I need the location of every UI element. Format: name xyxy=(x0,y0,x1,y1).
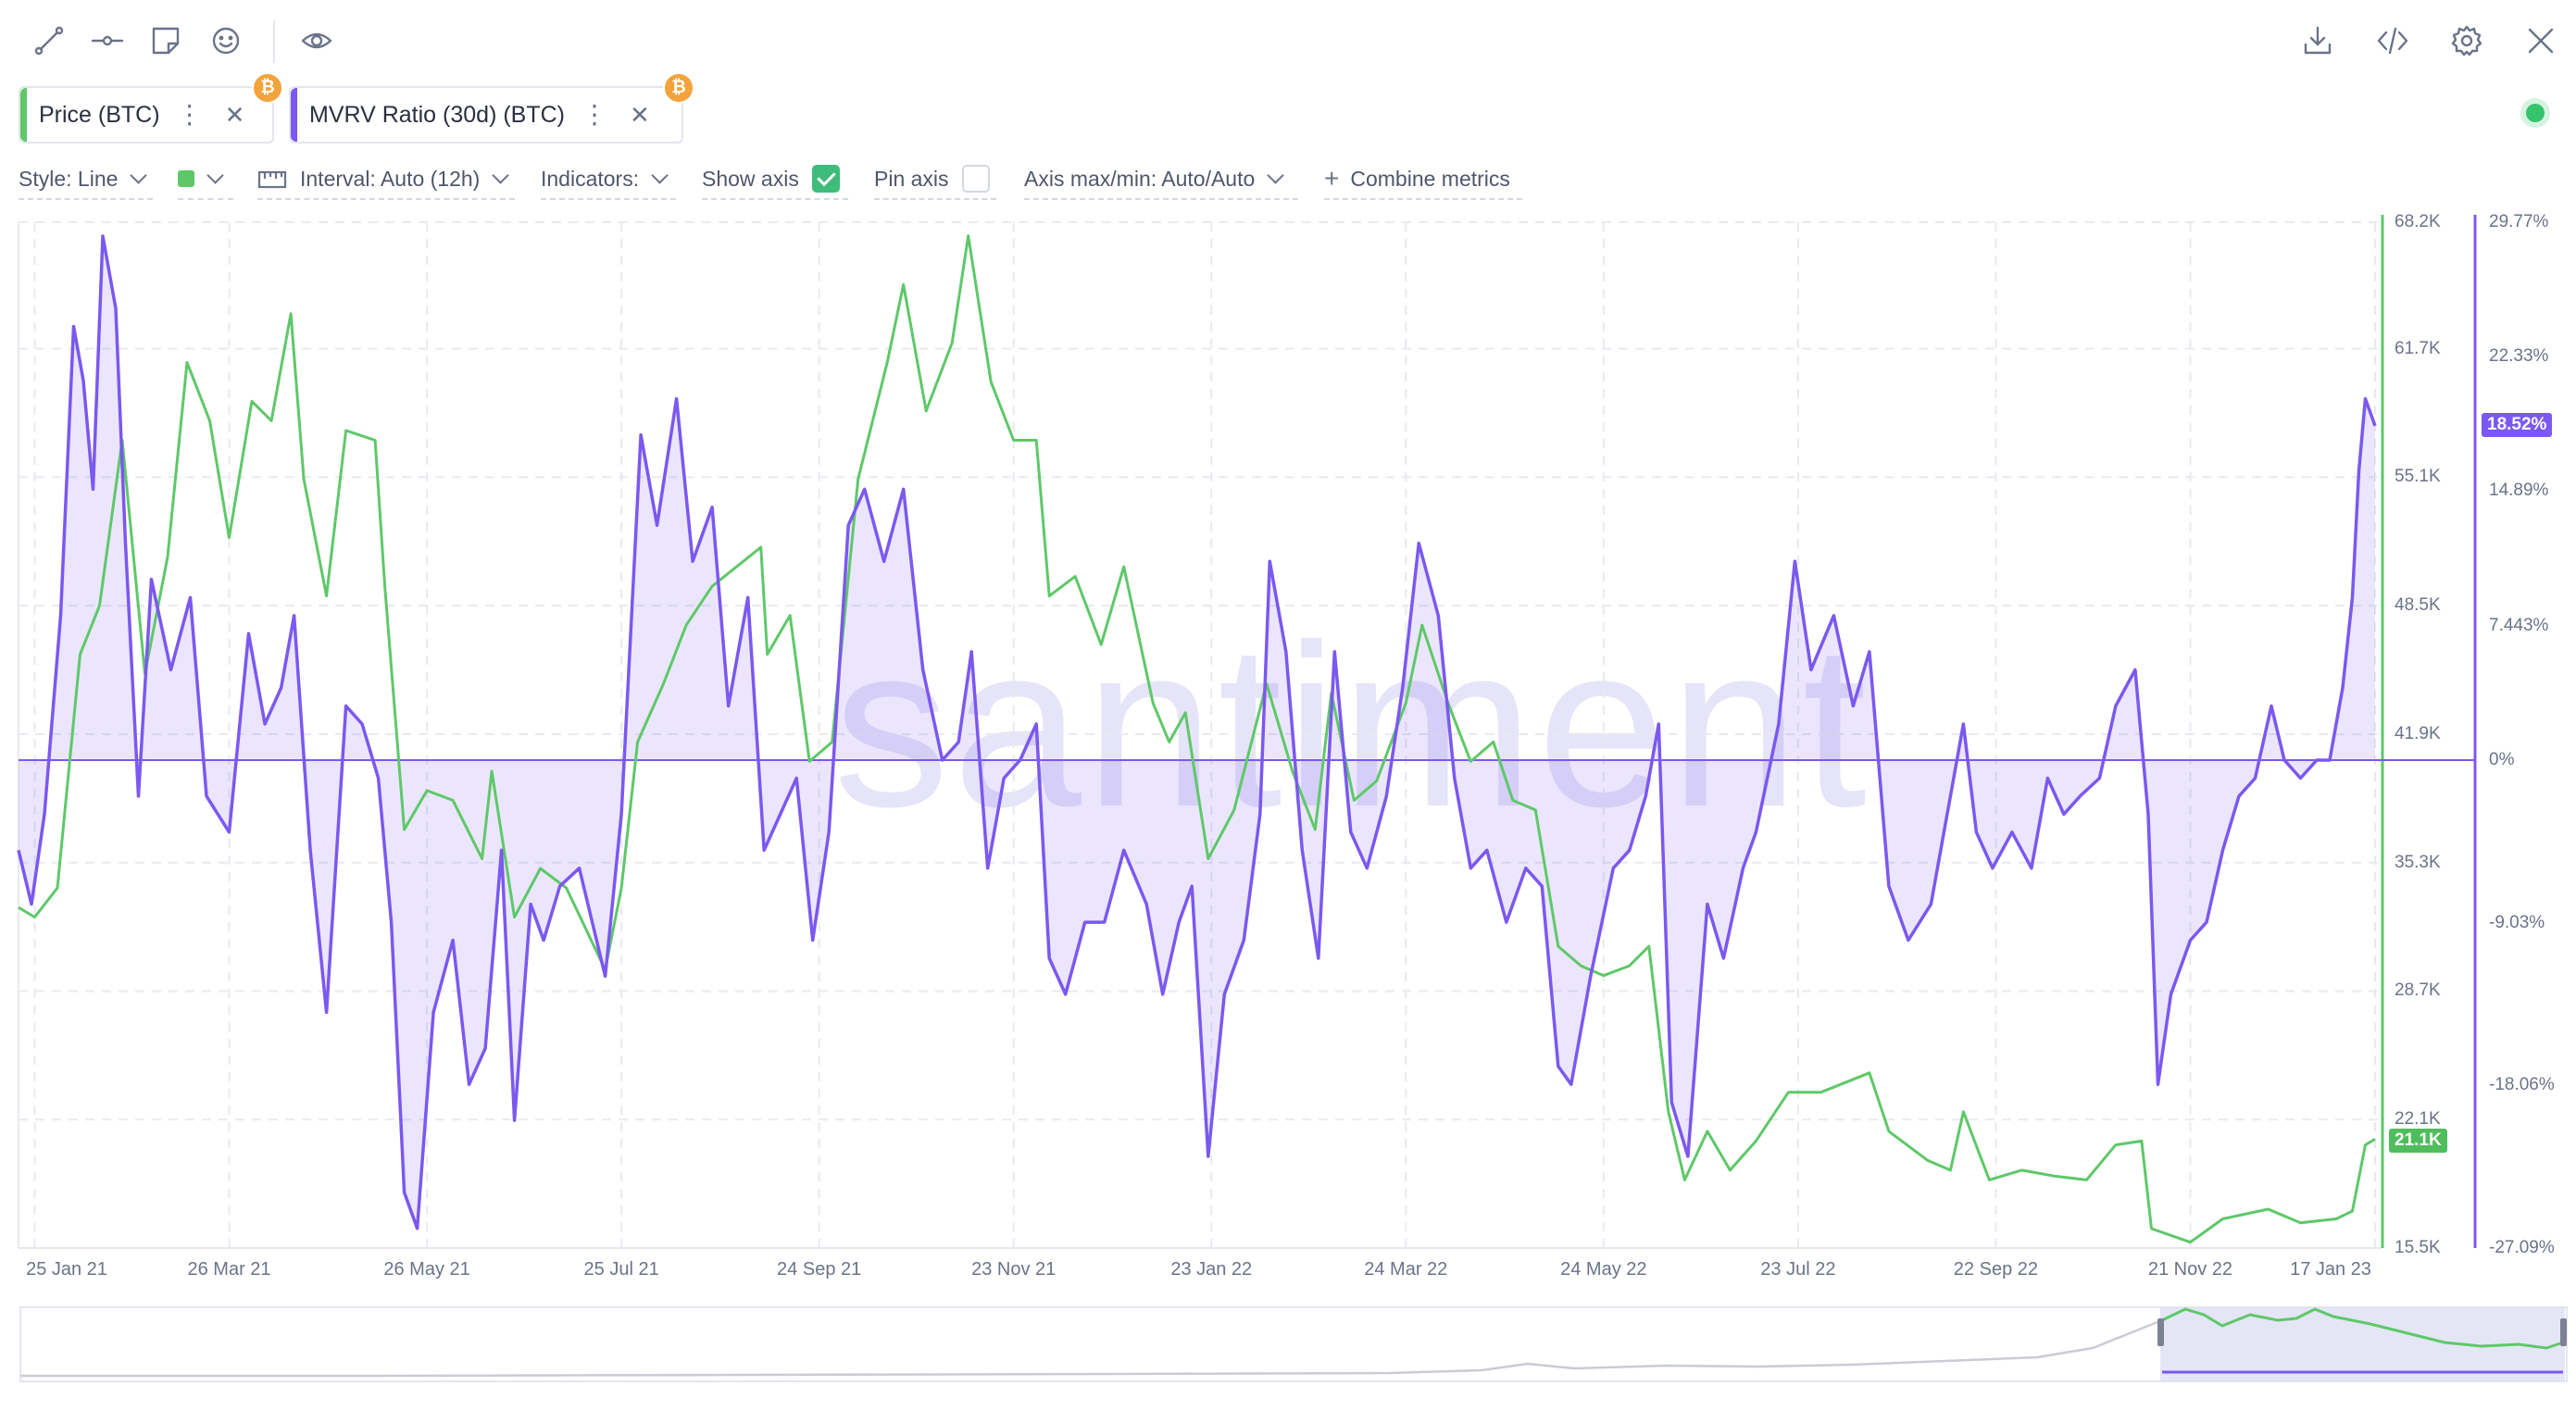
plus-icon: + xyxy=(1324,164,1340,193)
navigator-right-handle[interactable] xyxy=(2560,1318,2567,1346)
combine-metrics-button[interactable]: + Combine metrics xyxy=(1324,159,1522,200)
mvrv-tick-label: 7.443% xyxy=(2489,615,2549,635)
price-series-line xyxy=(18,234,2376,1244)
remove-metric-icon[interactable]: ✕ xyxy=(224,100,245,129)
color-swatch xyxy=(178,170,194,187)
interval-dropdown[interactable]: Interval: Auto (12h) xyxy=(257,159,515,200)
overview-navigator[interactable] xyxy=(0,1296,2576,1411)
bitcoin-icon: ₿ xyxy=(663,72,694,104)
mvrv-tick-label: -9.03% xyxy=(2489,912,2545,932)
mvrv-series-line xyxy=(17,234,2377,1230)
color-picker[interactable] xyxy=(178,159,233,200)
price-tick-label: 15.5K xyxy=(2395,1238,2441,1257)
eye-icon[interactable] xyxy=(291,15,343,67)
download-icon[interactable] xyxy=(2292,15,2344,67)
line-tool-icon[interactable] xyxy=(23,15,75,67)
x-tick-label: 23 Jan 22 xyxy=(1170,1259,1253,1280)
mvrv-tick-label: 29.77% xyxy=(2489,212,2549,231)
indicators-label: Indicators: xyxy=(541,166,640,191)
note-icon[interactable] xyxy=(140,15,192,67)
live-status-indicator xyxy=(2526,104,2545,122)
code-embed-icon[interactable] xyxy=(2367,15,2419,67)
close-icon[interactable] xyxy=(2515,15,2567,67)
axis-minmax-dropdown[interactable]: Axis max/min: Auto/Auto xyxy=(1024,159,1298,200)
x-tick-label: 21 Nov 22 xyxy=(2147,1259,2233,1280)
price-tick-label: 48.5K xyxy=(2395,595,2441,616)
x-tick-label: 23 Nov 21 xyxy=(971,1259,1057,1280)
horizontal-line-tool-icon[interactable] xyxy=(81,15,133,67)
mvrv-current-value-badge: 18.52% xyxy=(2482,413,2553,437)
remove-metric-icon[interactable]: ✕ xyxy=(630,100,650,129)
style-label: Style: Line xyxy=(19,166,119,191)
x-tick-label: 22 Sep 22 xyxy=(1953,1259,2039,1280)
ruler-icon xyxy=(257,170,287,189)
metric-chip-price[interactable]: Price (BTC) ⋮ ✕ xyxy=(19,86,274,144)
metric-chip-mvrv[interactable]: MVRV Ratio (30d) (BTC) ⋮ ✕ xyxy=(289,86,683,144)
bitcoin-icon: ₿ xyxy=(252,72,283,104)
price-tick-label: 28.7K xyxy=(2395,980,2441,1001)
interval-label: Interval: Auto (12h) xyxy=(300,166,481,191)
x-tick-label: 24 Sep 21 xyxy=(777,1259,862,1280)
mvrv-area xyxy=(19,236,2375,1229)
mvrv-tick-label: 14.89% xyxy=(2489,481,2549,501)
show-axis-toggle[interactable]: Show axis xyxy=(702,159,848,200)
mvrv-tick-label: -18.06% xyxy=(2489,1075,2555,1095)
style-dropdown[interactable]: Style: Line xyxy=(19,159,153,200)
price-tick-label: 61.7K xyxy=(2395,338,2441,358)
pin-axis-toggle[interactable]: Pin axis xyxy=(874,159,996,200)
pin-axis-checkbox[interactable] xyxy=(961,165,990,193)
navigator-price-line xyxy=(2161,1307,2564,1350)
price-tick-label: 41.9K xyxy=(2395,723,2441,743)
toolbar-separator xyxy=(273,20,275,63)
x-tick-label: 25 Jan 21 xyxy=(26,1259,107,1280)
price-tick-label: 55.1K xyxy=(2395,467,2441,487)
price-tick-label: 22.1K xyxy=(2395,1109,2441,1130)
mvrv-tick-label: 0% xyxy=(2489,750,2515,769)
x-tick-label: 26 Mar 21 xyxy=(187,1259,271,1280)
price-current-value-badge: 21.1K xyxy=(2389,1129,2447,1153)
x-tick-label: 26 May 21 xyxy=(383,1259,470,1280)
axis-minmax-label: Axis max/min: Auto/Auto xyxy=(1024,166,1256,191)
x-tick-label: 17 Jan 23 xyxy=(2290,1259,2371,1280)
x-tick-label: 24 May 22 xyxy=(1560,1259,1647,1280)
price-tick-label: 35.3K xyxy=(2395,852,2441,872)
pin-axis-label: Pin axis xyxy=(874,166,949,191)
x-tick-label: 23 Jul 22 xyxy=(1760,1259,1836,1280)
indicators-dropdown[interactable]: Indicators: xyxy=(541,159,676,200)
metric-label: Price (BTC) xyxy=(39,101,160,128)
mvrv-tick-label: 22.33% xyxy=(2489,346,2549,367)
show-axis-checkbox[interactable] xyxy=(811,165,840,193)
navigator-history-line xyxy=(20,1320,2158,1378)
metric-color-bar xyxy=(291,88,297,142)
emoji-icon[interactable] xyxy=(200,15,252,67)
combine-metrics-label: Combine metrics xyxy=(1350,166,1510,191)
navigator-left-handle[interactable] xyxy=(2157,1318,2164,1346)
x-tick-label: 24 Mar 22 xyxy=(1364,1259,1448,1280)
show-axis-label: Show axis xyxy=(702,166,799,191)
more-options-icon[interactable]: ⋮ xyxy=(176,100,203,129)
settings-gear-icon[interactable] xyxy=(2441,15,2493,67)
navigator-frame xyxy=(19,1306,2568,1382)
metric-color-bar xyxy=(20,88,27,142)
price-tick-label: 68.2K xyxy=(2395,212,2441,231)
more-options-icon[interactable]: ⋮ xyxy=(581,100,607,129)
mvrv-tick-label: -27.09% xyxy=(2489,1238,2555,1257)
x-tick-label: 25 Jul 21 xyxy=(583,1259,659,1280)
metric-label: MVRV Ratio (30d) (BTC) xyxy=(309,101,565,128)
